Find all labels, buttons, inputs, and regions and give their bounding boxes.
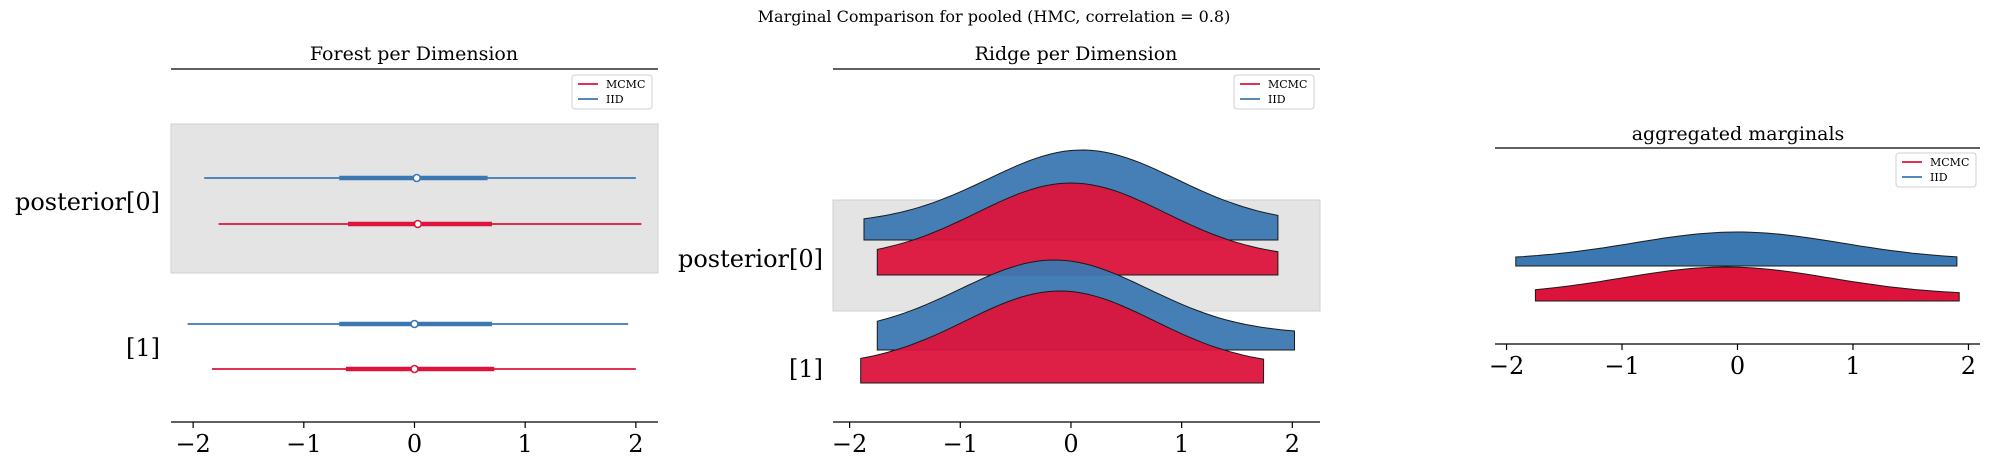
ridge-ylabel-1: [1] <box>789 355 823 383</box>
forest-tick-label: 0 <box>407 430 422 458</box>
figure-suptitle: Marginal Comparison for pooled (HMC, cor… <box>758 7 1231 26</box>
ridge-marks <box>860 149 1296 384</box>
forest-highlight-band <box>170 123 659 274</box>
aggregated-legend-mcmc-label: MCMC <box>1930 156 1969 169</box>
aggregated-tick-label: −1 <box>1604 352 1639 380</box>
ridge-legend: MCMC IID <box>1233 74 1315 110</box>
aggregated-tick-label: 2 <box>1961 352 1976 380</box>
forest-legend-mcmc-label: MCMC <box>606 78 645 91</box>
ridge-title: Ridge per Dimension <box>975 43 1178 65</box>
ridge-legend-mcmc-label: MCMC <box>1268 78 1307 91</box>
aggregated-tick-label: 1 <box>1845 352 1860 380</box>
forest-ylabel-0: posterior[0] <box>15 188 160 216</box>
aggregated-panel: aggregated marginals MCMC IID −2 −1 0 1 2 <box>1489 123 1980 380</box>
aggregated-density-iid <box>1515 231 1958 267</box>
forest-tick-label: −1 <box>286 430 321 458</box>
forest-tick-label: 2 <box>628 430 643 458</box>
forest-ylabel-1: [1] <box>126 334 160 362</box>
ridge-density-mcmc-1 <box>860 290 1265 384</box>
aggregated-legend: MCMC IID <box>1895 152 1977 188</box>
aggregated-density-mcmc <box>1534 266 1960 302</box>
forest-legend: MCMC IID <box>571 74 653 110</box>
forest-x-ticks: −2 −1 0 1 2 <box>175 422 644 458</box>
forest-legend-iid-label: IID <box>606 93 624 106</box>
ridge-ylabel-0: posterior[0] <box>678 245 823 273</box>
ridge-tick-label: −1 <box>943 430 978 458</box>
ridge-tick-label: 0 <box>1063 430 1078 458</box>
aggregated-legend-iid-label: IID <box>1930 171 1948 184</box>
ridge-tick-label: 2 <box>1285 430 1300 458</box>
aggregated-tick-label: −2 <box>1489 352 1524 380</box>
forest-panel: Forest per Dimension posterior[0] [1] MC… <box>15 43 659 458</box>
forest-point-iid-1 <box>410 319 419 329</box>
ridge-density-mcmc-0 <box>876 182 1279 276</box>
ridge-x-ticks: −2 −1 0 1 2 <box>832 422 1300 458</box>
forest-point-iid-0 <box>412 173 422 183</box>
forest-tick-label: 1 <box>518 430 533 458</box>
forest-title: Forest per Dimension <box>310 43 518 65</box>
forest-tick-label: −2 <box>175 430 210 458</box>
ridge-legend-iid-label: IID <box>1268 93 1286 106</box>
ridge-tick-label: 1 <box>1174 430 1189 458</box>
aggregated-tick-label: 0 <box>1730 352 1745 380</box>
aggregated-title: aggregated marginals <box>1632 123 1845 145</box>
forest-point-mcmc-1 <box>410 364 419 374</box>
ridge-tick-label: −2 <box>832 430 867 458</box>
aggregated-x-ticks: −2 −1 0 1 2 <box>1489 344 1976 380</box>
forest-marks <box>187 173 642 374</box>
forest-point-mcmc-0 <box>413 219 423 229</box>
aggregated-marks <box>1515 231 1960 302</box>
ridge-panel: Ridge per Dimension posterior[0] [1] MCM… <box>678 43 1321 458</box>
